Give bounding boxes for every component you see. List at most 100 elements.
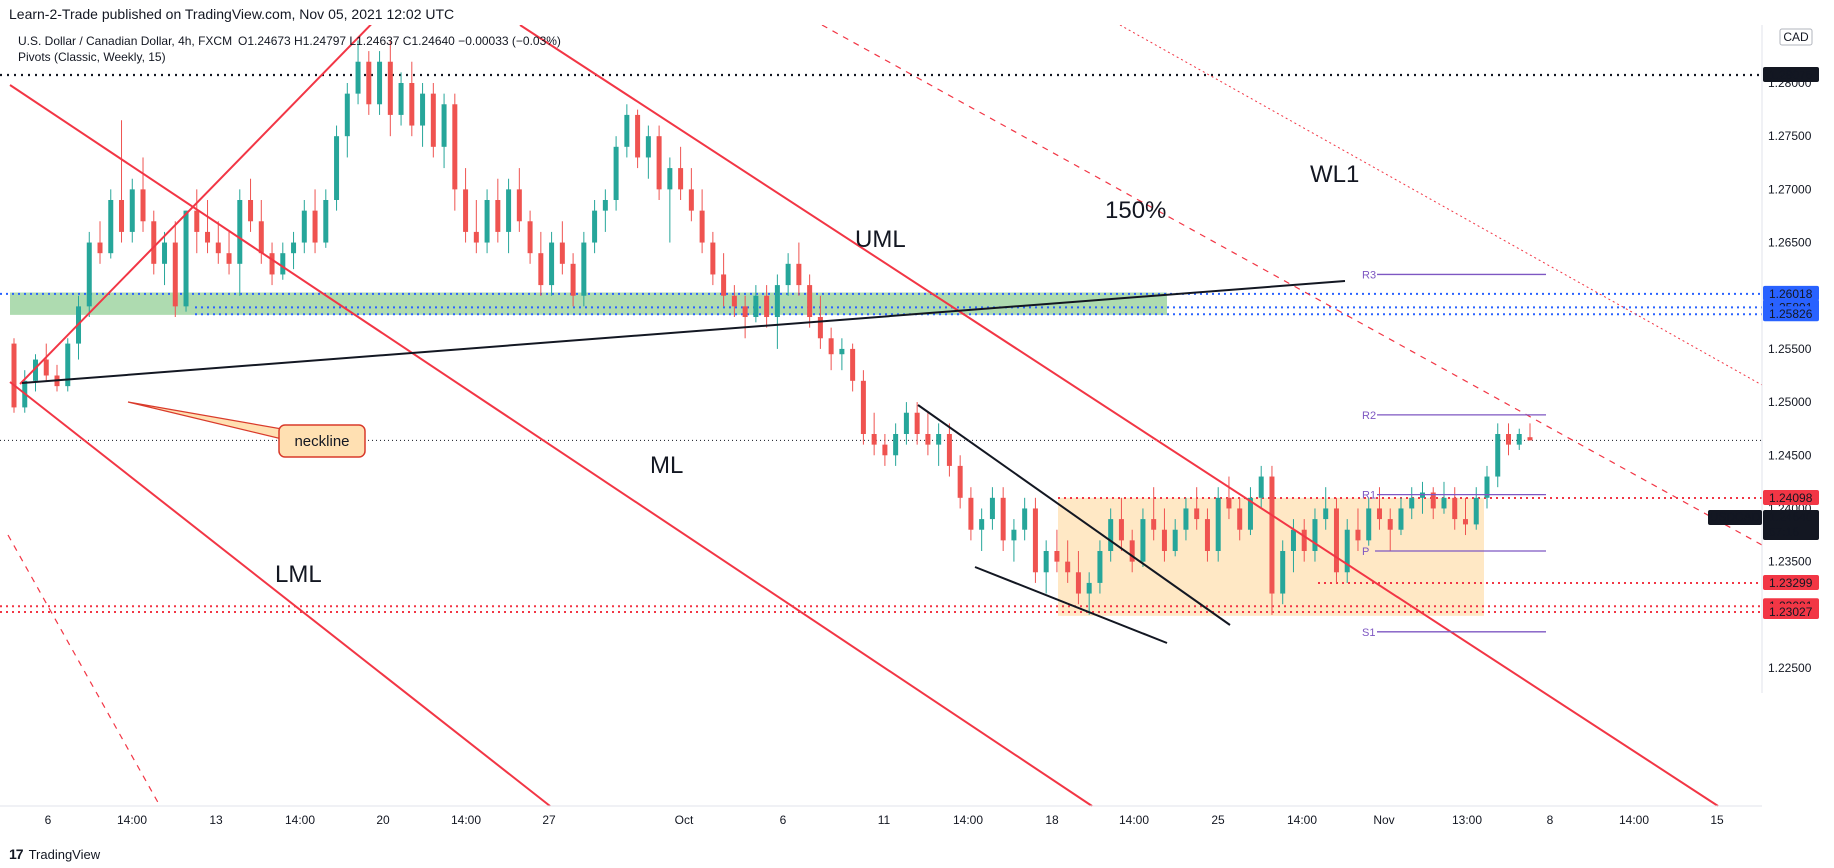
- time-axis[interactable]: 6 14:00 13 14:00 20 14:00 27 Oct 6 11 14:00 18 14:00…: [0, 805, 1762, 827]
- candle-body: [635, 114, 641, 158]
- countdown-value: 57:16: [1769, 525, 1799, 539]
- candle-body: [1022, 508, 1028, 530]
- candle-body: [65, 343, 71, 387]
- candle-body: [387, 61, 393, 115]
- price-tag-label: 1.23027: [1769, 605, 1813, 619]
- tradingview-brand[interactable]: TradingView: [28, 846, 101, 862]
- candle-body: [774, 285, 780, 317]
- candle-body: [420, 93, 426, 126]
- candle-body: [1086, 582, 1092, 594]
- zones-layer: [10, 292, 1484, 616]
- candle-body: [1172, 529, 1178, 551]
- candle-body: [129, 189, 135, 232]
- tradingview-logo-icon[interactable]: 17: [9, 846, 24, 862]
- pivots-layer: R3 R2 R1 P S1: [1362, 269, 1546, 639]
- candle-body: [1247, 497, 1253, 530]
- candle-body: [1011, 529, 1017, 541]
- candle-body: [194, 210, 200, 232]
- candle-body: [957, 465, 963, 498]
- candle-body: [430, 93, 436, 147]
- y-tick-label: 1.26500: [1768, 236, 1812, 250]
- x-tick-label: 25: [1211, 813, 1225, 827]
- candle-body: [484, 200, 490, 243]
- neckline-callout[interactable]: [278, 424, 366, 458]
- candle-body: [1161, 529, 1167, 551]
- x-tick-label: 18: [1045, 813, 1059, 827]
- candle-body: [893, 434, 899, 456]
- candle-body: [1215, 497, 1221, 551]
- y-tick-label: 1.22500: [1768, 661, 1812, 675]
- candle-body: [850, 348, 856, 381]
- x-tick-label: 14:00: [1619, 813, 1649, 827]
- candle-body: [1344, 529, 1350, 573]
- candle-body: [678, 168, 684, 190]
- candle-body: [463, 189, 469, 232]
- candle-body: [11, 343, 17, 408]
- price-axis[interactable]: CAD 1.280001.275001.270001.265001.260001…: [1708, 25, 1819, 693]
- candle-body: [366, 61, 372, 105]
- x-tick-label: 14:00: [451, 813, 481, 827]
- currency-badge[interactable]: [1779, 28, 1813, 46]
- pivot-label-r3: R3: [1362, 269, 1376, 281]
- x-tick-label: Oct: [675, 813, 694, 827]
- lml-label: LML: [275, 561, 322, 588]
- candle-body: [473, 231, 479, 243]
- fib-150-label: 150%: [1105, 197, 1166, 224]
- candle-body: [624, 114, 630, 147]
- ml-line: [9, 84, 1093, 807]
- x-tick-label: 20: [376, 813, 390, 827]
- candle-body: [1462, 519, 1468, 525]
- neckline-label: neckline: [294, 433, 349, 450]
- price-tag: [1763, 67, 1819, 83]
- x-tick-label: 14:00: [285, 813, 315, 827]
- candle-body: [1151, 519, 1157, 530]
- x-tick-label: 8: [1547, 813, 1554, 827]
- candle-body: [989, 497, 995, 520]
- candle-body: [398, 83, 404, 115]
- candle-body: [1323, 508, 1329, 520]
- candle-body: [613, 146, 619, 200]
- price-tag: [1763, 285, 1819, 301]
- indicator-line[interactable]: Pivots (Classic, Weekly, 15): [18, 50, 166, 64]
- candle-body: [495, 200, 501, 232]
- candle-body: [1516, 434, 1522, 445]
- candle-body: [205, 231, 211, 243]
- y-tick-label: 1.25000: [1768, 395, 1812, 409]
- neckline-callout-pointer: [127, 401, 283, 440]
- falling-wedge-upper: [917, 404, 1231, 626]
- candle-body: [688, 189, 694, 211]
- candle-body: [549, 242, 555, 286]
- candle-body: [33, 359, 39, 381]
- footer: 17 TradingView: [9, 845, 100, 863]
- candle-body: [1108, 519, 1114, 551]
- candle-body: [108, 200, 114, 254]
- candle-body: [1441, 497, 1447, 509]
- candle-body: [97, 242, 103, 254]
- candle-body: [1409, 497, 1415, 509]
- candle-body: [506, 189, 512, 232]
- price-tag: [1763, 306, 1819, 322]
- x-tick-label: 27: [542, 813, 556, 827]
- pivot-label-p: P: [1362, 546, 1369, 558]
- x-tick-label: 14:00: [1287, 813, 1317, 827]
- candle-body: [1527, 437, 1533, 441]
- symbol-line[interactable]: U.S. Dollar / Canadian Dollar, 4h, FXCM: [18, 34, 232, 48]
- candle-body: [1387, 519, 1393, 530]
- candles-layer: [11, 40, 1533, 615]
- candle-body: [817, 317, 823, 339]
- candle-body: [516, 189, 522, 222]
- candle-body: [1226, 497, 1232, 509]
- candle-body: [119, 200, 125, 232]
- candle-body: [258, 221, 264, 254]
- candle-body: [162, 242, 168, 264]
- y-tick-label: 1.24500: [1768, 448, 1812, 462]
- chart-area[interactable]: R3 R2 R1 P S1 U.S. Dollar / Canadian Dollar,…: [0, 25, 1834, 843]
- candle-body: [334, 136, 340, 200]
- price-tag: [1763, 490, 1819, 506]
- candle-body: [828, 338, 834, 355]
- candle-body: [1258, 476, 1264, 498]
- candle-body: [592, 210, 598, 243]
- candle-body: [914, 412, 920, 434]
- symbol-tag-label: USDCAD: [1710, 510, 1761, 524]
- candle-body: [1484, 476, 1490, 498]
